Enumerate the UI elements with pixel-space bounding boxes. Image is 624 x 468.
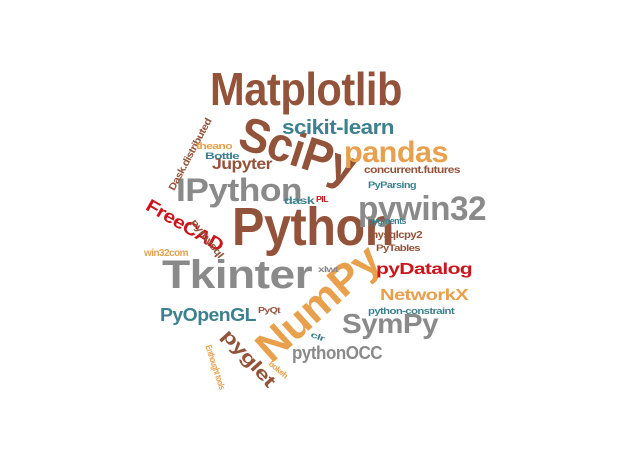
- word-networkx: NetworkX: [380, 287, 469, 304]
- word-pygments: pygments: [368, 216, 407, 226]
- word-pythonocc: pythonOCC: [292, 343, 383, 363]
- word-ipython: IPython: [176, 172, 303, 208]
- word-win32com: win32com: [144, 248, 189, 259]
- word-pil: PIL: [316, 195, 329, 204]
- word-matplotlib: Matplotlib: [210, 63, 403, 115]
- word-pyparsing: PyParsing: [368, 180, 417, 190]
- word-bottle: Bottle: [205, 151, 240, 161]
- word-tkinter: Tkinter: [162, 253, 313, 297]
- word-pywin32: pywin32: [358, 190, 487, 228]
- word-pyopengl: PyOpenGL: [160, 305, 256, 325]
- word-pytables: PyTables: [376, 243, 421, 253]
- word-mysqlcpy2: mysqlcpy2: [368, 230, 423, 241]
- word-clr: clr: [309, 330, 326, 344]
- word-xlwt: xlwt: [318, 265, 339, 274]
- word-pyqt: PyQt: [258, 306, 281, 315]
- word-pandas: pandas: [344, 136, 448, 169]
- word-sympy: SymPy: [342, 308, 439, 339]
- word-theano: theano: [196, 141, 233, 151]
- word-pydatalog: pyDatalog: [376, 261, 473, 278]
- word-jupyter: Jupyter: [212, 156, 273, 173]
- word-concurrent-futures: concurrent.futures: [364, 165, 461, 176]
- word-scikit-learn: scikit-learn: [282, 117, 395, 139]
- word-python: Python: [232, 197, 394, 257]
- word-dask: dask: [284, 196, 315, 207]
- word-python-constraint: python-constraint: [368, 306, 455, 316]
- word-enthought-tools: Enthought tools: [203, 343, 228, 391]
